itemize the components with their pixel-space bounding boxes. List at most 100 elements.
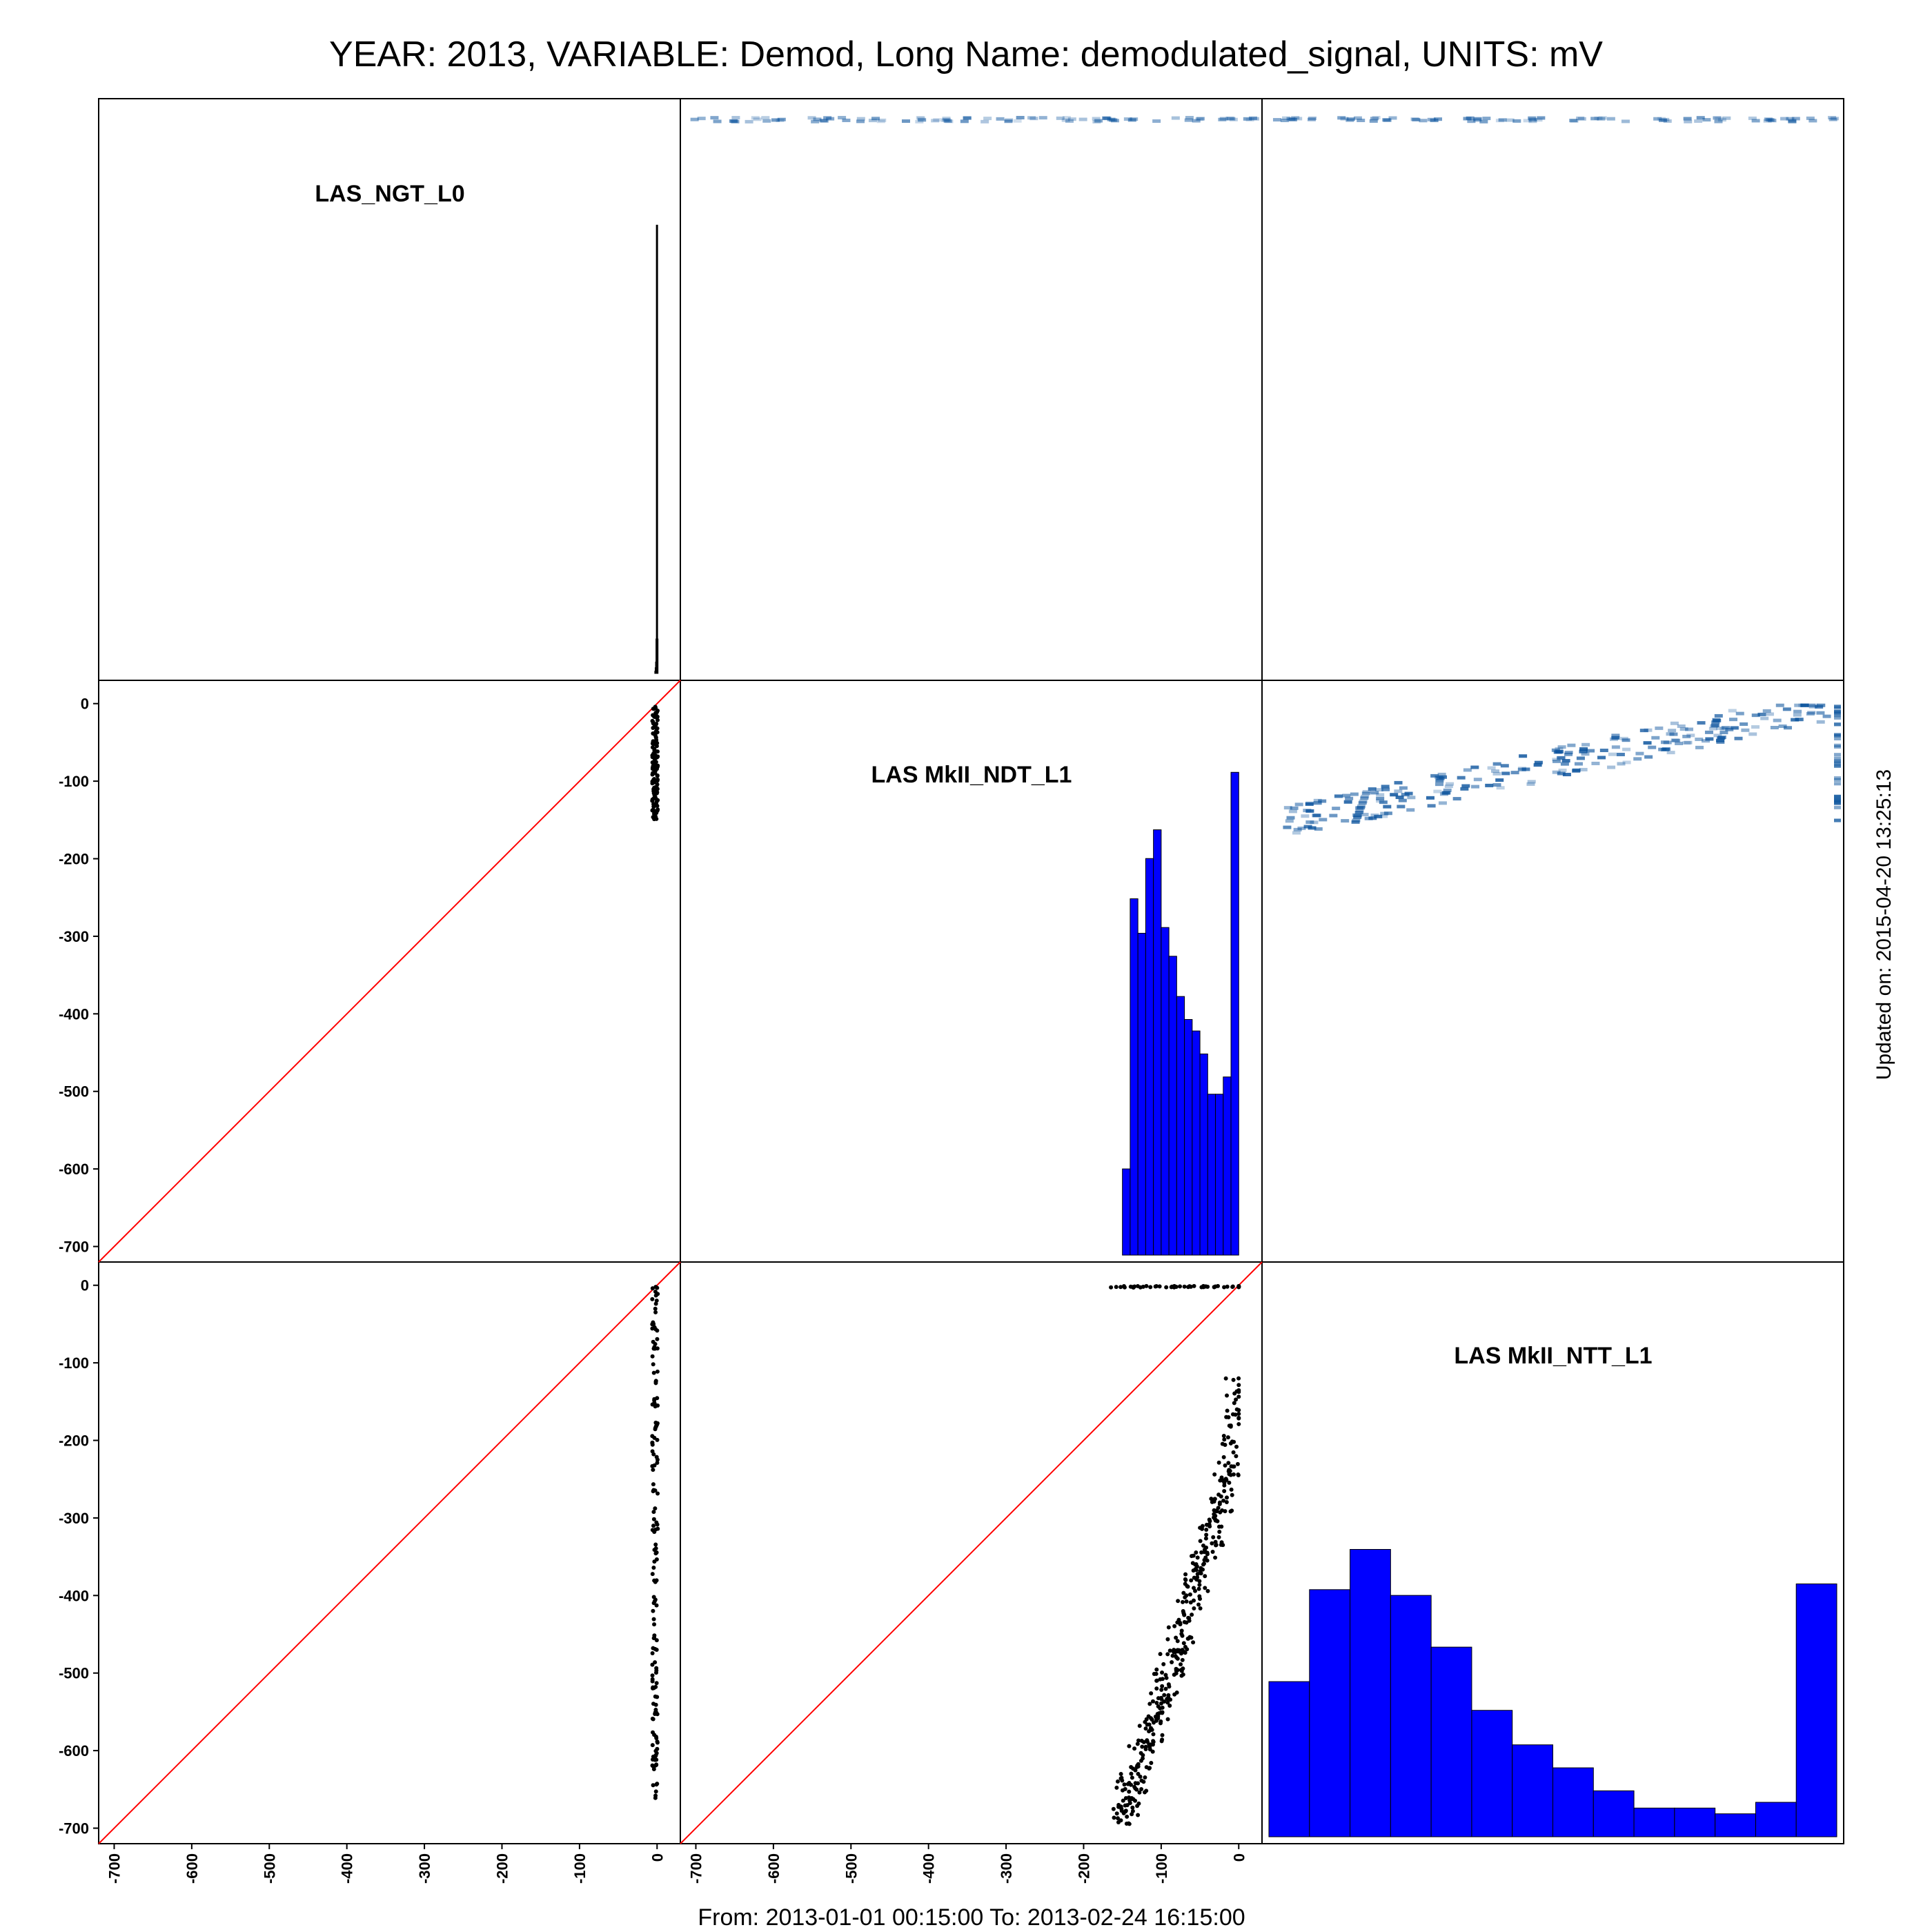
- density-cell: [1808, 704, 1817, 709]
- scatter-point: [1159, 1695, 1163, 1700]
- x-tick-label: 0: [649, 1853, 666, 1862]
- hist-bar: [656, 638, 659, 674]
- scatter-point: [1138, 1774, 1143, 1779]
- density-cell: [1666, 751, 1675, 755]
- hist-bar: [1309, 1589, 1351, 1837]
- scatter-point: [1191, 1640, 1196, 1645]
- scatter-point: [1188, 1600, 1193, 1605]
- density-cell: [731, 119, 740, 124]
- density-cell: [1775, 703, 1784, 707]
- hist-bar: [1230, 771, 1239, 1256]
- density-cell: [690, 117, 699, 121]
- density-cell: [1471, 785, 1480, 789]
- scatter-point: [1129, 1782, 1134, 1787]
- density-cell: [1491, 769, 1500, 773]
- updated-timestamp: Updated on: 2015-04-20 13:25:13: [1873, 769, 1895, 1080]
- scatter-point: [653, 1551, 658, 1556]
- scatter-point: [1127, 1789, 1132, 1794]
- density-cell: [1828, 117, 1837, 121]
- scatter-point: [1166, 1693, 1171, 1697]
- scatter-point: [1198, 1606, 1203, 1610]
- scatter-point: [1192, 1586, 1196, 1590]
- scatter-point: [1148, 1285, 1153, 1290]
- density-cell: [1591, 761, 1600, 765]
- scatter-point: [1124, 1822, 1129, 1826]
- density-cell: [1438, 801, 1447, 805]
- scatter-point: [1147, 1729, 1152, 1734]
- scatter-point: [1228, 1509, 1233, 1514]
- density-cell: [1435, 782, 1444, 787]
- scatter-point: [1216, 1506, 1221, 1510]
- density-cell: [1341, 819, 1350, 823]
- scatter-point: [1236, 1383, 1241, 1388]
- scatter-point: [1187, 1284, 1192, 1289]
- scatter-point: [650, 772, 655, 777]
- density-cell: [1312, 814, 1321, 818]
- scatter-point: [1212, 1472, 1217, 1477]
- density-cell: [1586, 749, 1595, 753]
- scatter-point: [1211, 1535, 1216, 1539]
- scatter-point: [1236, 1412, 1241, 1417]
- density-cell: [1005, 118, 1014, 122]
- density-cell: [1383, 118, 1392, 122]
- density-cell: [1282, 116, 1291, 120]
- density-cell: [1359, 799, 1368, 803]
- scatter-point: [1164, 1285, 1169, 1290]
- scatter-point: [1154, 1667, 1159, 1672]
- density-cell: [1574, 762, 1583, 766]
- y-tick-label: -200: [59, 851, 89, 868]
- density-cell: [1340, 117, 1349, 121]
- density-cell: [1381, 787, 1390, 791]
- scatter-point: [656, 1292, 660, 1297]
- density-cell: [1092, 119, 1101, 124]
- density-cell: [1360, 796, 1369, 800]
- scatter-point: [1149, 1760, 1154, 1765]
- density-cell: [1562, 773, 1571, 777]
- scatter-point: [1158, 1677, 1163, 1682]
- scatter-point: [1186, 1636, 1191, 1641]
- density-cell: [856, 117, 865, 121]
- density-cell: [1314, 827, 1323, 831]
- scatter-point: [1221, 1433, 1226, 1438]
- scatter-point: [1183, 1572, 1188, 1577]
- scatter-point: [1228, 1441, 1233, 1446]
- scatter-point: [1230, 1284, 1235, 1289]
- scatter-point: [651, 1362, 656, 1367]
- density-cell: [1660, 740, 1669, 745]
- scatter-point: [1182, 1284, 1187, 1289]
- scatter-point: [1222, 1480, 1227, 1485]
- scatter-point: [1158, 1652, 1163, 1657]
- density-cell: [1711, 723, 1719, 727]
- density-cell: [1109, 118, 1118, 122]
- density-cell: [1739, 722, 1748, 726]
- density-cell: [1809, 703, 1818, 707]
- density-cell: [1783, 726, 1792, 730]
- density-cell: [963, 116, 972, 120]
- scatter-point: [653, 1710, 658, 1715]
- scatter-point: [1116, 1816, 1121, 1821]
- density-cell: [1722, 116, 1731, 120]
- density-cell: [1621, 119, 1630, 124]
- scatter-point: [1224, 1499, 1229, 1504]
- density-cell: [1319, 818, 1328, 822]
- scatter-point: [650, 718, 655, 723]
- density-cell: [1029, 117, 1038, 121]
- identity-line-r1-c0: [98, 680, 681, 1263]
- density-cell: [1294, 802, 1303, 807]
- density-cell: [1229, 117, 1238, 121]
- scatter-point: [1118, 1804, 1123, 1809]
- density-cell: [1398, 798, 1407, 802]
- density-cell: [915, 119, 924, 124]
- density-cell: [1793, 709, 1802, 713]
- density-cell: [1152, 119, 1161, 124]
- density-cell: [1343, 800, 1352, 804]
- scatter-point: [1123, 1803, 1127, 1808]
- density-cell: [1361, 791, 1370, 796]
- scatter-point: [653, 711, 658, 716]
- y-tick-label: -700: [59, 1239, 89, 1256]
- density-cell: [1332, 807, 1341, 811]
- density-cell: [1353, 814, 1362, 818]
- scatter-point: [655, 1421, 660, 1426]
- hist-bar: [1130, 898, 1138, 1256]
- scatter-point: [653, 1285, 658, 1290]
